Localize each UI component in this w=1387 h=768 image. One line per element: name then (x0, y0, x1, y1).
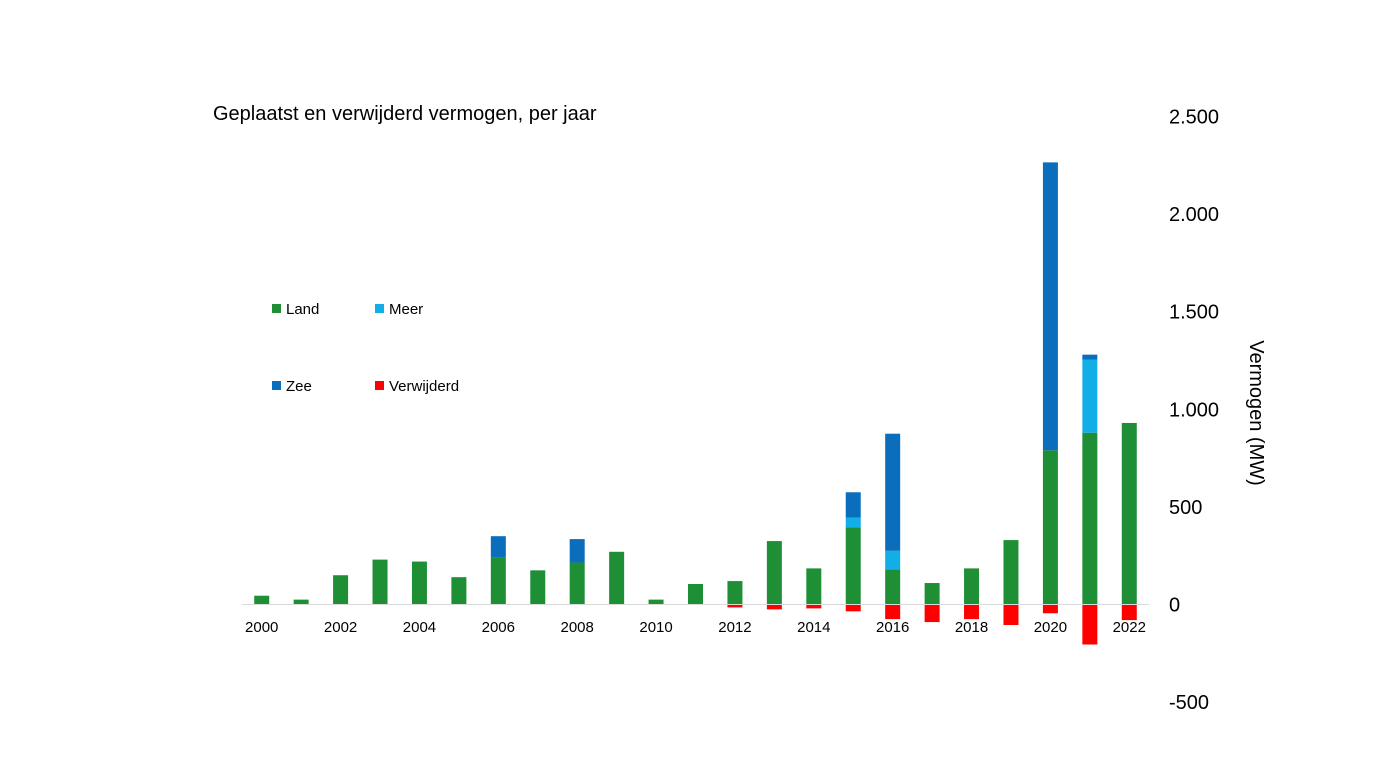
legend-swatch-zee (272, 381, 281, 390)
chart-title: Geplaatst en verwijderd vermogen, per ja… (213, 103, 597, 125)
legend-swatch-land (272, 304, 281, 313)
x-tick-2010: 2010 (639, 619, 672, 636)
legend-label-land: Land (286, 301, 319, 318)
legend: Land Meer Zee Verwijderd (272, 301, 459, 395)
bar-zee-2006 (490, 536, 506, 558)
bar-meer-2016 (885, 550, 901, 570)
bar-zee-2020 (1042, 162, 1058, 451)
bar-land-2012 (727, 581, 743, 605)
bar-land-2018 (964, 568, 980, 605)
bar-verwijderd-2021 (1082, 604, 1098, 645)
bar-verwijderd-2015 (845, 604, 861, 612)
bar-verwijderd-2017 (924, 604, 940, 623)
y-tick-1.500: 1.500 (1169, 302, 1219, 324)
y-tick-2.500: 2.500 (1169, 107, 1219, 129)
x-tick-2020: 2020 (1034, 619, 1067, 636)
x-tick-2004: 2004 (403, 619, 436, 636)
bar-land-2001 (293, 599, 309, 605)
bars-group (254, 162, 1137, 645)
bar-verwijderd-2022 (1121, 604, 1137, 621)
bar-land-2006 (490, 557, 506, 605)
bar-zee-2016 (885, 433, 901, 551)
bar-verwijderd-2018 (964, 604, 980, 620)
y-tick-0: 0 (1169, 595, 1180, 617)
x-tick-2008: 2008 (561, 619, 594, 636)
bar-verwijderd-2020 (1042, 604, 1058, 614)
x-tick-2002: 2002 (324, 619, 357, 636)
x-tick-labels: 2000 2002 2004 2006 2008 2010 2012 2014 2016 2018… (245, 619, 1146, 636)
bar-land-2015 (845, 527, 861, 605)
bar-zee-2021 (1082, 354, 1098, 360)
bar-land-2000 (254, 595, 270, 605)
bar-land-2004 (411, 561, 427, 605)
x-tick-2022: 2022 (1113, 619, 1146, 636)
legend-swatch-verwijderd (375, 381, 384, 390)
bar-zee-2008 (569, 539, 585, 563)
bar-land-2009 (609, 551, 625, 605)
y-tick-labels: -500 0 500 1.000 1.500 2.000 2.500 (1169, 107, 1219, 715)
bar-land-2021 (1082, 432, 1098, 605)
y-tick-2.000: 2.000 (1169, 204, 1219, 226)
bar-land-2022 (1121, 422, 1137, 605)
bar-verwijderd-2014 (806, 604, 822, 609)
bar-meer-2021 (1082, 359, 1098, 433)
bar-land-2016 (885, 569, 901, 605)
bar-land-2017 (924, 583, 940, 605)
x-tick-2018: 2018 (955, 619, 988, 636)
bar-land-2008 (569, 562, 585, 605)
bar-land-2007 (530, 570, 546, 605)
legend-label-zee: Zee (286, 378, 312, 395)
x-tick-2006: 2006 (482, 619, 515, 636)
bar-zee-2015 (845, 492, 861, 518)
bar-land-2020 (1042, 450, 1058, 605)
y-tick--500: -500 (1169, 692, 1209, 714)
y-tick-500: 500 (1169, 497, 1202, 519)
bar-verwijderd-2013 (766, 604, 782, 610)
legend-swatch-meer (375, 304, 384, 313)
x-tick-2016: 2016 (876, 619, 909, 636)
x-tick-2014: 2014 (797, 619, 830, 636)
bar-meer-2015 (845, 517, 861, 528)
legend-label-meer: Meer (389, 301, 423, 318)
legend-label-verwijderd: Verwijderd (389, 378, 459, 395)
bar-land-2010 (648, 599, 664, 605)
bar-land-2002 (333, 575, 349, 605)
y-tick-1.000: 1.000 (1169, 399, 1219, 421)
bar-verwijderd-2016 (885, 604, 901, 620)
bar-land-2003 (372, 559, 388, 605)
bar-verwijderd-2019 (1003, 604, 1019, 625)
bar-land-2013 (766, 541, 782, 605)
x-tick-2012: 2012 (718, 619, 751, 636)
bar-land-2014 (806, 568, 822, 605)
bar-verwijderd-2012 (727, 604, 743, 608)
y-axis-label: Vermogen (MW) (1245, 340, 1267, 486)
bar-land-2005 (451, 577, 467, 605)
x-tick-2000: 2000 (245, 619, 278, 636)
bar-land-2011 (688, 584, 703, 605)
bar-land-2019 (1003, 540, 1019, 605)
